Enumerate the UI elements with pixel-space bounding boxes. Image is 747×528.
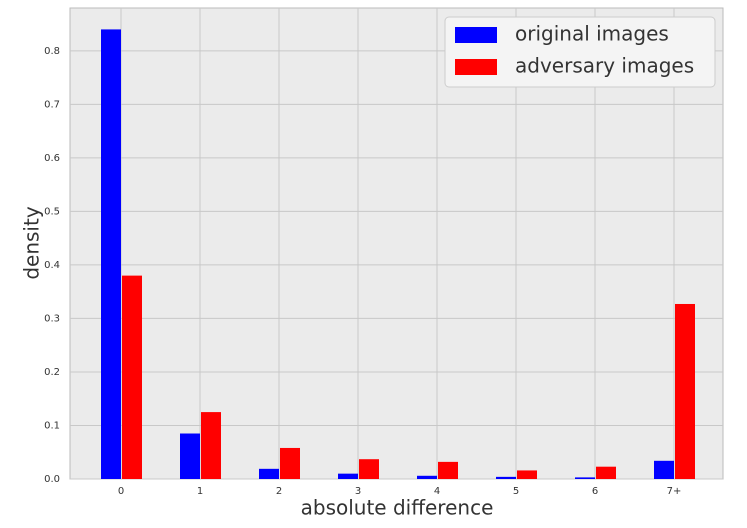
y-tick-label: 0.7: [44, 99, 60, 110]
bar: [496, 476, 516, 479]
bar: [359, 459, 379, 479]
y-tick-label: 0.8: [44, 46, 60, 57]
legend-box: [444, 16, 716, 88]
x-axis-label: absolute difference: [301, 496, 494, 520]
y-axis-label: density: [20, 206, 44, 279]
y-tick-label: 0.5: [44, 206, 60, 217]
x-tick-label: 7+: [667, 486, 682, 497]
bar: [101, 29, 121, 480]
x-tick-label: 0: [118, 486, 124, 497]
x-tick-label: 1: [197, 486, 203, 497]
bar: [438, 461, 458, 479]
bar: [654, 460, 674, 479]
y-tick-label: 0.0: [44, 474, 60, 485]
legend-label: original images: [515, 22, 669, 46]
y-tick-label: 0.1: [44, 420, 60, 431]
bar: [417, 475, 437, 479]
legend-label: adversary images: [515, 54, 694, 78]
y-tick-label: 0.2: [44, 367, 60, 378]
x-tick-label: 5: [513, 486, 519, 497]
y-tick-label: 0.3: [44, 313, 60, 324]
y-tick-label: 0.4: [44, 260, 60, 271]
bar: [180, 433, 200, 479]
bar: [201, 412, 221, 479]
x-tick-label: 2: [276, 486, 282, 497]
x-tick-label: 6: [592, 486, 598, 497]
bar: [575, 477, 595, 479]
y-tick-label: 0.6: [44, 153, 60, 164]
bar: [596, 466, 616, 479]
bar: [259, 468, 279, 479]
legend-swatch: [455, 27, 497, 43]
bar: [338, 473, 358, 479]
x-tick-label: 4: [434, 486, 440, 497]
bar: [675, 303, 695, 479]
bar: [122, 275, 142, 479]
bar: [517, 470, 537, 479]
legend-swatch: [455, 59, 497, 75]
x-tick-label: 3: [355, 486, 361, 497]
bar: [280, 447, 300, 479]
